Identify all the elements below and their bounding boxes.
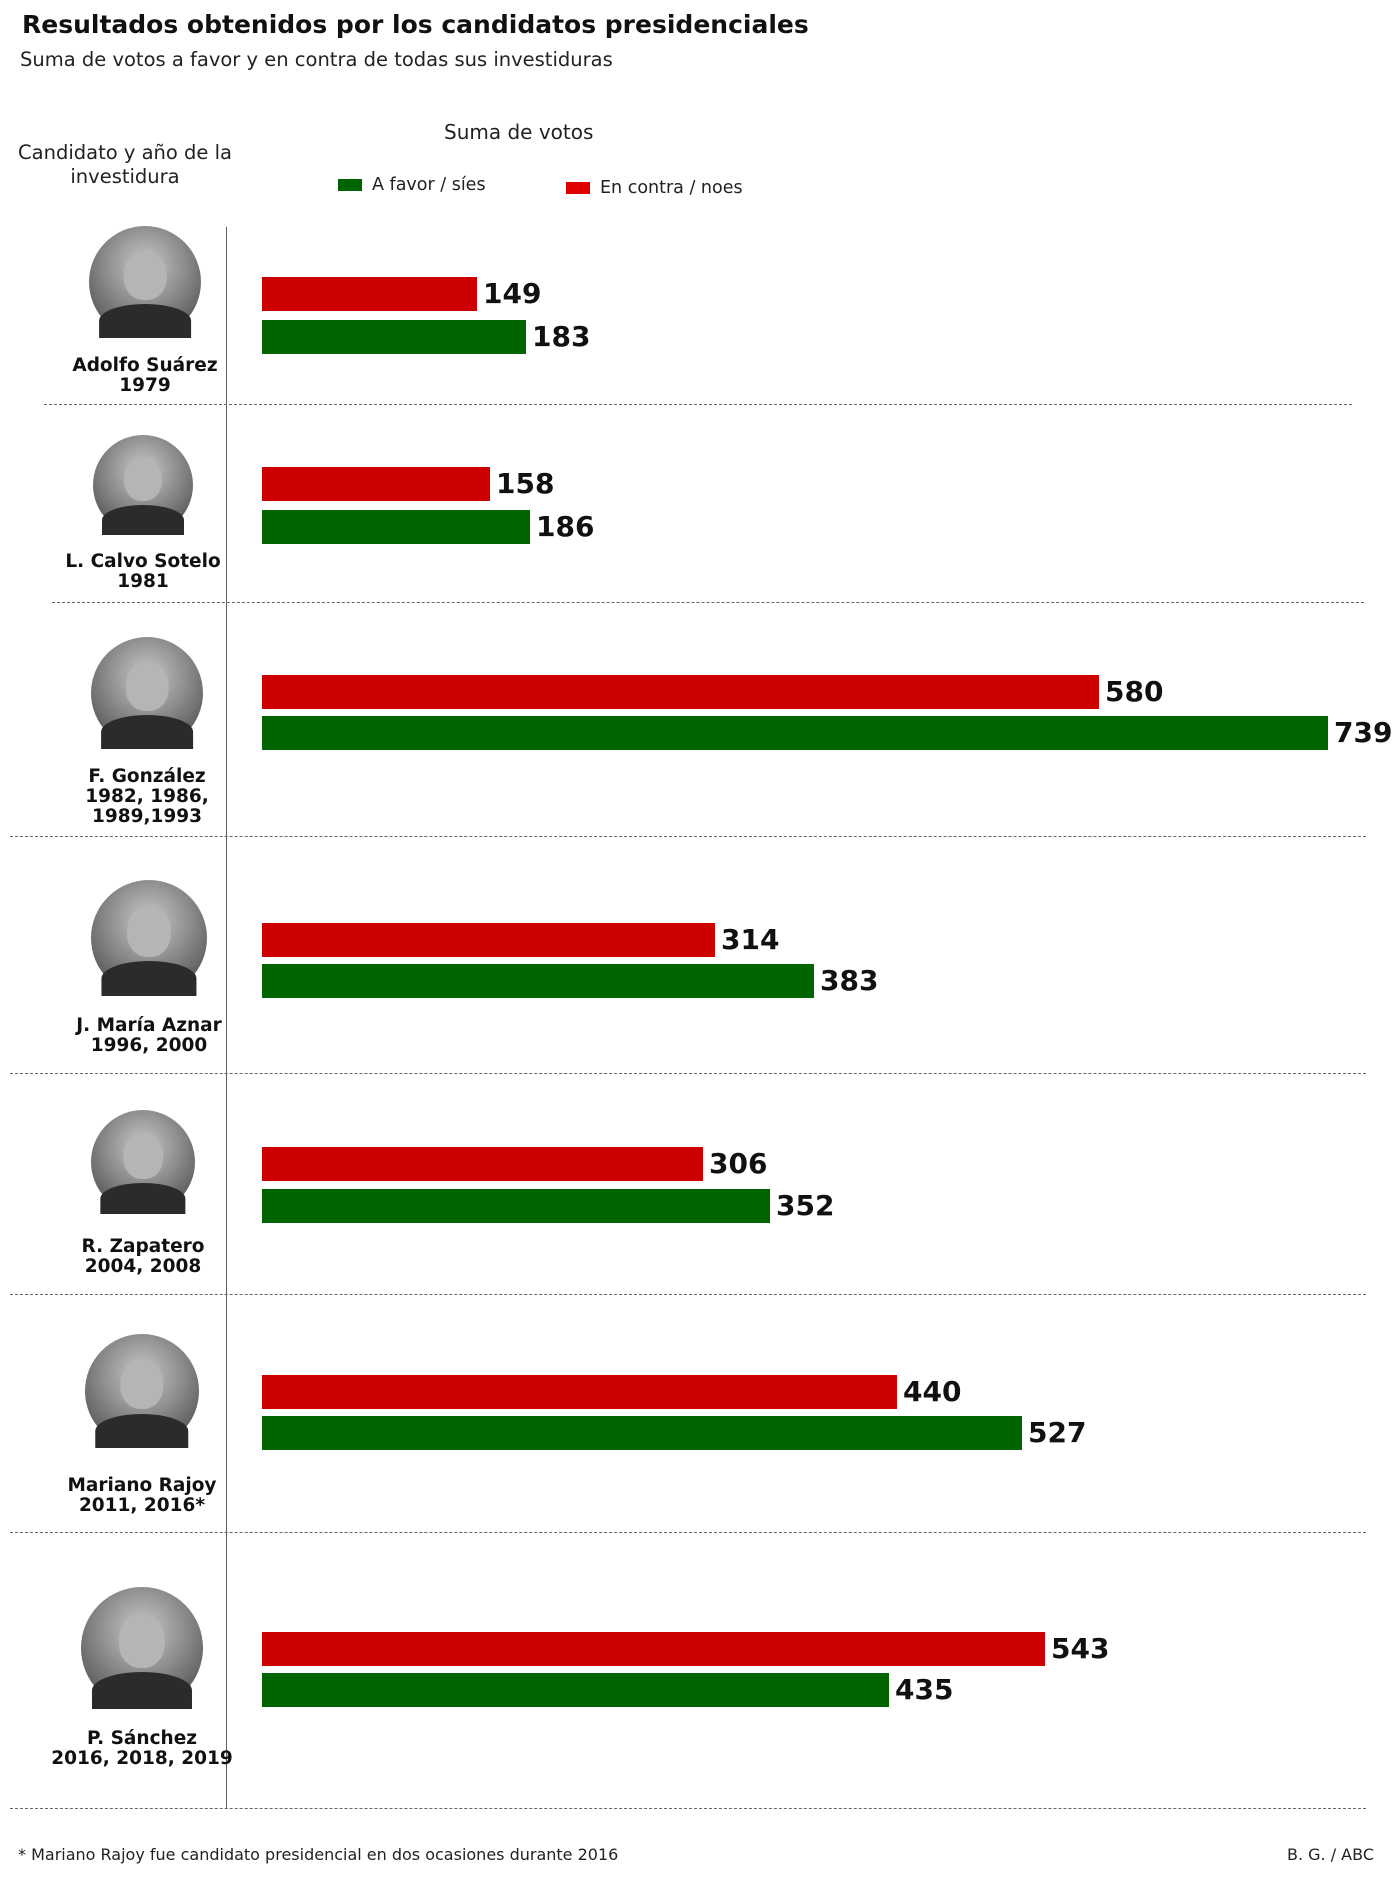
row-separator	[10, 1294, 1366, 1295]
value-label-contra: 158	[496, 467, 555, 500]
candidate-label: R. Zapatero 2004, 2008	[23, 1237, 263, 1277]
bar-contra	[262, 1147, 703, 1181]
value-label-contra: 440	[903, 1375, 962, 1408]
candidate-photo	[85, 1334, 199, 1448]
legend-label-favor: A favor / síes	[372, 175, 486, 195]
bar-favor	[262, 716, 1328, 750]
candidate-label: P. Sánchez 2016, 2018, 2019	[22, 1729, 262, 1769]
value-label-favor: 183	[532, 320, 591, 353]
legend-swatch-favor	[338, 179, 362, 191]
bar-contra	[262, 277, 477, 311]
photo-head	[126, 905, 172, 957]
photo-body	[101, 961, 197, 996]
photo-body	[100, 1182, 186, 1214]
candidate-years: 1979	[119, 375, 171, 396]
chart-title: Resultados obtenidos por los candidatos …	[22, 10, 809, 39]
photo-head	[118, 1613, 166, 1668]
photo-head	[123, 1132, 163, 1179]
value-label-contra: 543	[1051, 1632, 1110, 1665]
bar-contra	[262, 467, 490, 501]
photo-body	[101, 715, 193, 749]
value-label-favor: 383	[820, 964, 879, 997]
photo-head	[125, 661, 169, 711]
bar-favor	[262, 1673, 889, 1707]
candidate-name: Adolfo Suárez	[72, 355, 218, 376]
axis-line	[226, 227, 227, 1809]
bar-favor	[262, 510, 530, 544]
candidate-label: Mariano Rajoy 2011, 2016*	[22, 1476, 262, 1516]
bar-contra	[262, 1632, 1045, 1666]
value-label-favor: 186	[536, 510, 595, 543]
candidate-photo	[89, 226, 201, 338]
photo-body	[99, 304, 191, 338]
candidate-years: 1982, 1986, 1989,1993	[85, 786, 209, 827]
candidate-label: J. María Aznar 1996, 2000	[29, 1016, 269, 1056]
candidate-years: 1981	[117, 571, 169, 592]
candidate-name: J. María Aznar	[76, 1015, 222, 1036]
candidate-years: 2011, 2016*	[78, 1495, 206, 1516]
bar-favor	[262, 964, 814, 998]
value-label-favor: 527	[1028, 1416, 1087, 1449]
legend-swatch-contra	[566, 182, 590, 194]
candidate-name: R. Zapatero	[81, 1236, 205, 1257]
source-credit: B. G. / ABC	[1286, 1845, 1374, 1864]
legend-item-contra: En contra / noes	[566, 178, 743, 198]
row-separator	[52, 602, 1364, 603]
bar-favor	[262, 1416, 1022, 1450]
value-label-favor: 435	[895, 1673, 954, 1706]
photo-head	[123, 250, 167, 300]
chart-subtitle: Suma de votos a favor y en contra de tod…	[20, 48, 613, 71]
row-separator	[10, 836, 1366, 837]
candidate-photo	[91, 1110, 195, 1214]
legend-item-favor: A favor / síes	[338, 175, 486, 195]
value-label-contra: 306	[709, 1147, 768, 1180]
value-label-favor: 739	[1334, 716, 1393, 749]
candidate-label: L. Calvo Sotelo 1981	[23, 552, 263, 592]
photo-head	[124, 457, 162, 501]
footnote: * Mariano Rajoy fue candidato presidenci…	[18, 1845, 619, 1864]
row-separator	[10, 1808, 1366, 1809]
value-label-favor: 352	[776, 1189, 835, 1222]
bar-favor	[262, 320, 526, 354]
bar-contra	[262, 1375, 897, 1409]
candidate-photo	[91, 880, 207, 996]
legend-label-contra: En contra / noes	[600, 178, 743, 198]
row-separator	[10, 1073, 1366, 1074]
candidate-years: 2004, 2008	[84, 1256, 202, 1277]
bar-contra	[262, 675, 1099, 709]
candidate-photo	[81, 1587, 203, 1709]
candidate-years: 1996, 2000	[90, 1035, 208, 1056]
candidate-name: P. Sánchez	[86, 1728, 198, 1749]
candidate-years: 2016, 2018, 2019	[51, 1748, 233, 1769]
candidate-name: L. Calvo Sotelo	[65, 551, 221, 572]
row-separator	[10, 1532, 1366, 1533]
value-label-contra: 314	[721, 923, 780, 956]
candidate-photo	[93, 435, 193, 535]
bar-contra	[262, 923, 715, 957]
row-separator	[44, 404, 1352, 405]
photo-body	[95, 1413, 189, 1448]
x-axis-label: Suma de votos	[444, 120, 594, 144]
photo-head	[120, 1359, 164, 1410]
candidate-name: F. González	[88, 766, 206, 787]
value-label-contra: 580	[1105, 675, 1164, 708]
photo-body	[91, 1672, 193, 1709]
photo-body	[102, 505, 184, 535]
value-label-contra: 149	[483, 277, 542, 310]
candidate-name: Mariano Rajoy	[67, 1475, 217, 1496]
candidate-label: F. González 1982, 1986, 1989,1993	[27, 767, 267, 827]
bar-favor	[262, 1189, 770, 1223]
candidate-column-header: Candidato y año de la investidura	[18, 141, 232, 188]
candidate-photo	[91, 637, 203, 749]
candidate-label: Adolfo Suárez 1979	[25, 356, 265, 396]
